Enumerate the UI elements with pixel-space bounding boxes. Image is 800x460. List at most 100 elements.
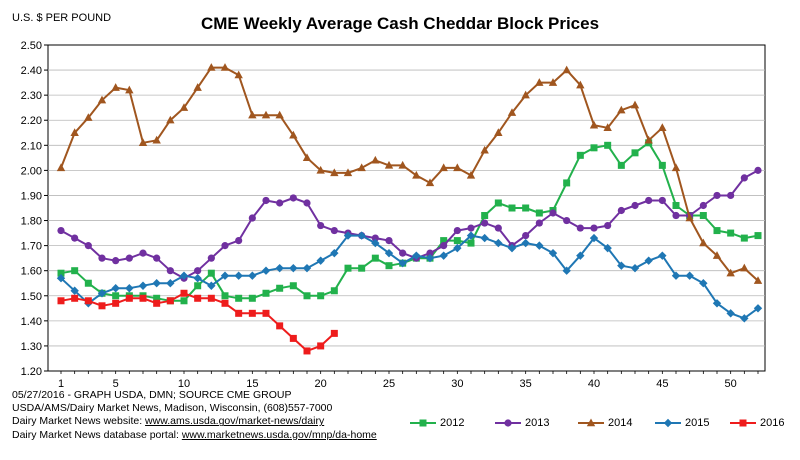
legend-swatch-marker-2014: [586, 418, 596, 427]
data-point-2014: [84, 113, 93, 121]
footer-website-link[interactable]: www.ams.usda.gov/market-news/dairy: [145, 415, 325, 428]
data-point-2014: [261, 110, 271, 119]
data-point-2012: [180, 297, 188, 305]
data-point-2012: [453, 237, 461, 245]
x-tick-label: 5: [113, 378, 119, 390]
data-point-2015: [726, 309, 735, 318]
data-point-2013: [467, 224, 475, 232]
data-point-2014: [576, 80, 585, 89]
data-point-2015: [125, 284, 134, 293]
data-point-2014: [179, 103, 189, 111]
legend-swatch-marker-2016: [739, 419, 747, 427]
data-point-2013: [371, 234, 379, 242]
data-point-2016: [262, 309, 270, 317]
data-point-2012: [617, 161, 625, 169]
data-point-2015: [507, 243, 517, 253]
data-point-2013: [84, 242, 92, 250]
data-point-2013: [754, 166, 762, 174]
data-point-2013: [617, 206, 625, 215]
x-tick-label: 45: [656, 378, 668, 390]
data-point-2013: [98, 254, 106, 262]
data-point-2014: [535, 78, 544, 86]
data-point-2012: [262, 289, 270, 297]
data-point-2012: [358, 264, 366, 272]
data-point-2015: [302, 263, 312, 273]
data-point-2013: [631, 201, 639, 210]
data-point-2015: [753, 304, 763, 313]
data-point-2015: [466, 231, 476, 240]
data-point-2013: [276, 199, 284, 207]
data-point-2014: [603, 123, 612, 131]
data-point-2013: [576, 224, 584, 232]
data-point-2012: [467, 239, 475, 247]
data-point-2012: [153, 294, 161, 302]
data-point-2015: [425, 253, 435, 263]
data-point-2014: [193, 83, 202, 91]
data-point-2012: [385, 262, 393, 270]
data-point-2014: [384, 160, 394, 169]
legend-swatch-marker-2013: [504, 419, 512, 427]
data-point-2015: [111, 284, 120, 293]
data-point-2012: [112, 292, 120, 300]
data-point-2014: [234, 70, 243, 79]
data-point-2016: [139, 294, 147, 302]
data-point-2013: [494, 224, 502, 232]
data-point-2014: [398, 160, 407, 169]
data-point-2012: [727, 229, 735, 237]
data-point-2013: [604, 221, 612, 230]
data-point-2013: [153, 254, 161, 262]
data-point-2012: [71, 267, 79, 275]
data-point-2014: [207, 63, 216, 71]
y-axis-label: U.S. $ PER POUND: [12, 12, 112, 24]
y-tick-label: 2.50: [21, 40, 42, 52]
data-point-2012: [535, 209, 543, 217]
data-point-2012: [289, 282, 297, 290]
x-tick-label: 10: [178, 378, 190, 390]
data-point-2013: [57, 226, 65, 235]
data-point-2013: [194, 267, 202, 275]
footer-portal-link[interactable]: www.marketnews.usda.gov/mnp/da-home: [181, 428, 377, 441]
data-point-2014: [507, 108, 517, 116]
x-tick-label: 40: [588, 378, 600, 390]
footer-portal-line: Dairy Market News database portal: www.m…: [12, 429, 377, 442]
data-point-2012: [713, 227, 721, 235]
x-tick-label: 30: [451, 378, 463, 390]
data-point-2016: [112, 299, 120, 307]
footer-website-prefix: Dairy Market News website:: [12, 415, 146, 428]
data-point-2012: [658, 161, 666, 169]
data-point-2012: [344, 264, 352, 272]
data-point-2014: [712, 251, 722, 259]
data-point-2015: [357, 231, 366, 240]
data-point-2014: [330, 168, 339, 177]
data-point-2013: [112, 257, 120, 265]
data-point-2014: [166, 115, 175, 124]
data-point-2013: [330, 226, 338, 235]
data-point-2014: [494, 128, 503, 136]
data-point-2015: [589, 233, 599, 243]
data-point-2014: [70, 128, 79, 136]
data-point-2014: [248, 110, 257, 119]
data-point-2015: [699, 279, 708, 288]
data-point-2013: [289, 194, 297, 202]
data-point-2015: [152, 279, 161, 288]
data-point-2013: [235, 237, 243, 245]
data-point-2014: [425, 178, 435, 187]
data-point-2014: [302, 153, 312, 162]
data-point-2014: [357, 163, 366, 172]
data-point-2013: [426, 249, 434, 257]
x-tick-label: 20: [315, 378, 327, 390]
data-point-2015: [562, 266, 571, 275]
data-point-2015: [179, 271, 189, 280]
data-point-2016: [248, 309, 256, 317]
footer-portal-prefix: Dairy Market News database portal:: [12, 428, 182, 441]
data-point-2012: [235, 294, 243, 302]
data-point-2013: [658, 196, 666, 205]
data-point-2014: [111, 83, 120, 91]
data-point-2016: [330, 329, 338, 337]
y-tick-label: 1.30: [21, 341, 42, 353]
data-point-2012: [481, 212, 489, 220]
data-point-2016: [221, 299, 229, 307]
y-tick-label: 1.80: [21, 216, 42, 228]
data-point-2015: [685, 271, 694, 280]
